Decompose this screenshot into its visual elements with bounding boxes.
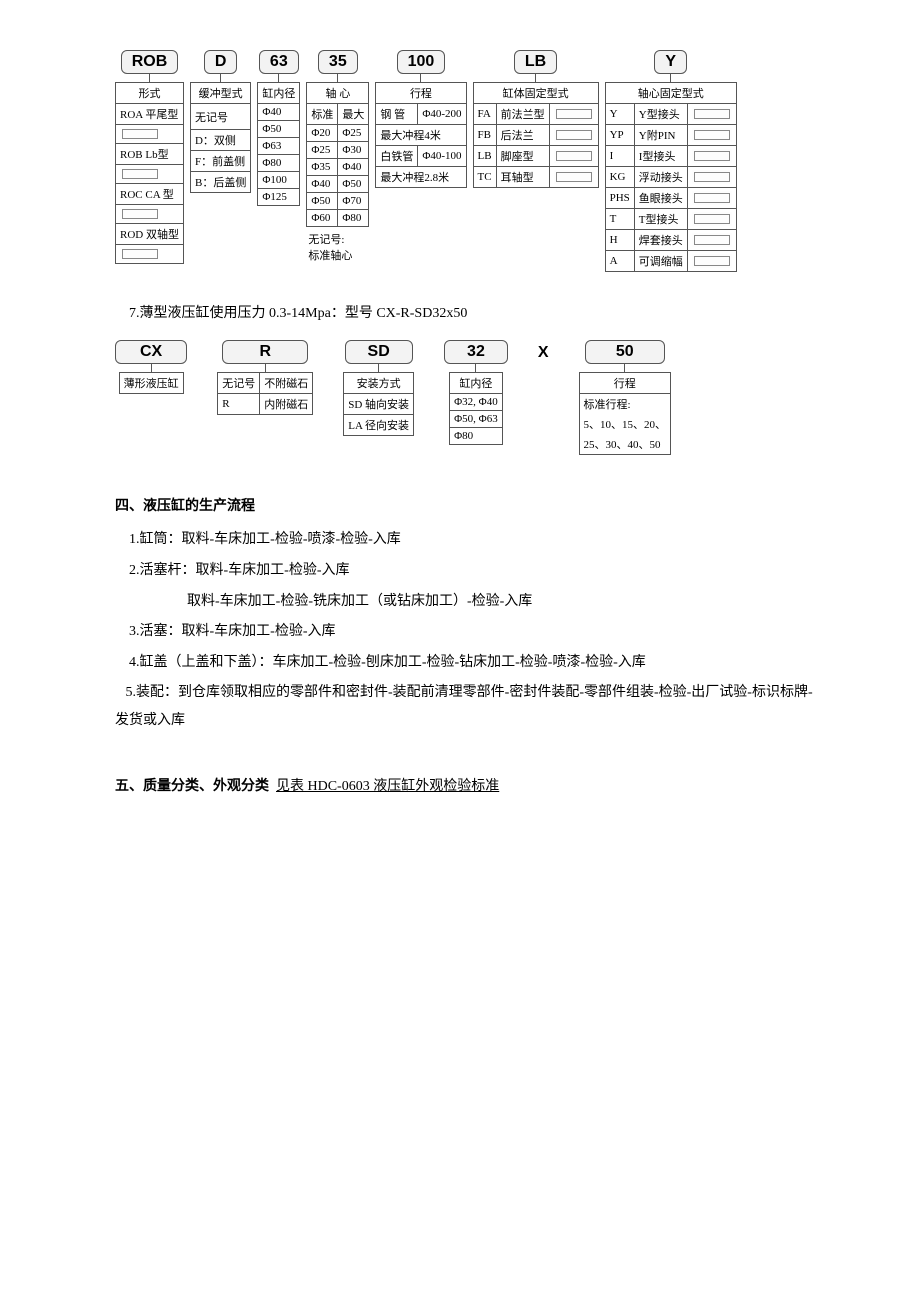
head-32: 32 bbox=[444, 340, 508, 364]
tbl-50: 行程 标准行程: 5、10、15、20、 25、30、40、50 bbox=[579, 372, 672, 455]
b35-footer: 无记号: 标准轴心 bbox=[306, 227, 354, 267]
d-title: 缓冲型式 bbox=[190, 83, 250, 104]
model-diagram-rob: ROB 形式 ROA 平尾型 ROB Lb型 ROC CA 型 ROD 双轴型 … bbox=[115, 50, 820, 272]
rob-r0: ROA 平尾型 bbox=[116, 104, 184, 125]
sec4-p1: 1.缸筒：取料-车床加工-检验-喷漆-检验-入库 bbox=[129, 525, 820, 556]
tbl-cx: 薄形液压缸 bbox=[119, 372, 184, 394]
rob-img1 bbox=[116, 165, 184, 184]
d-r2: F：前盖侧 bbox=[190, 151, 250, 172]
col-63: 63 缸内径 Φ40 Φ50 Φ63 Φ80 Φ100 Φ125 bbox=[257, 50, 300, 206]
head-63: 63 bbox=[259, 50, 299, 74]
b63-r1: Φ50 bbox=[258, 121, 300, 138]
head-lb: LB bbox=[514, 50, 557, 74]
tbl-sd: 安装方式 SD 轴向安装 LA 径向安装 bbox=[343, 372, 414, 436]
rob-r6: ROD 双轴型 bbox=[116, 224, 184, 245]
col-50: 50 行程 标准行程: 5、10、15、20、 25、30、40、50 bbox=[579, 340, 672, 455]
head-r: R bbox=[222, 340, 308, 364]
rob-r4: ROC CA 型 bbox=[116, 184, 184, 205]
sec4-p2: 2.活塞杆：取料-车床加工-检验-入库 bbox=[129, 556, 820, 587]
sec5-title: 五、质量分类、外观分类 bbox=[115, 779, 269, 794]
sec4-title: 四、液压缸的生产流程 bbox=[115, 495, 820, 515]
col-35: 35 轴 心 标准最大 Φ20Φ25 Φ25Φ30 Φ35Φ40 Φ40Φ50 … bbox=[306, 50, 369, 267]
tbl-100: 行程 钢 管Φ40-200 最大冲程4米 白铁管Φ40-100 最大冲程2.8米 bbox=[375, 82, 466, 188]
col-32: 32 缸内径 Φ32, Φ40 Φ50, Φ63 Φ80 bbox=[444, 340, 508, 445]
sec4-p4: 4.缸盖（上盖和下盖）：车床加工-检验-刨床加工-检验-钻床加工-检验-喷漆-检… bbox=[129, 648, 820, 679]
d-r3: B：后盖侧 bbox=[190, 172, 250, 193]
b63-r4: Φ100 bbox=[258, 172, 300, 189]
head-y: Y bbox=[654, 50, 687, 74]
y-title: 轴心固定型式 bbox=[605, 83, 736, 104]
sec4-p5: 5.装配：到仓库领取相应的零部件和密封件-装配前清理零部件-密封件装配-零部件组… bbox=[115, 679, 820, 735]
b63-r3: Φ80 bbox=[258, 155, 300, 172]
tbl-35: 轴 心 标准最大 Φ20Φ25 Φ25Φ30 Φ35Φ40 Φ40Φ50 Φ50… bbox=[306, 82, 369, 227]
head-50: 50 bbox=[585, 340, 665, 364]
head-35: 35 bbox=[318, 50, 358, 74]
col-cx: CX 薄形液压缸 bbox=[115, 340, 187, 394]
tbl-63: 缸内径 Φ40 Φ50 Φ63 Φ80 Φ100 Φ125 bbox=[257, 82, 300, 206]
col-r: R 无记号不附磁石 R内附磁石 bbox=[217, 340, 313, 415]
intro-7: 7.薄型液压缸使用压力 0.3-14Mpa：型号 CX-R-SD32x50 bbox=[129, 302, 820, 322]
sec4-p3: 3.活塞：取料-车床加工-检验-入库 bbox=[129, 617, 820, 648]
head-cx: CX bbox=[115, 340, 187, 364]
col-d: D 缓冲型式 无记号 D：双侧 F：前盖侧 B：后盖侧 bbox=[190, 50, 251, 193]
rob-r2: ROB Lb型 bbox=[116, 144, 184, 165]
rob-img3 bbox=[116, 245, 184, 264]
b63-r0: Φ40 bbox=[258, 104, 300, 121]
d-r0: 无记号 bbox=[190, 104, 250, 130]
tbl-rob: 形式 ROA 平尾型 ROB Lb型 ROC CA 型 ROD 双轴型 bbox=[115, 82, 184, 264]
col-y: Y 轴心固定型式 YY型接头 YPY附PIN II型接头 KG浮动接头 PHS鱼… bbox=[605, 50, 737, 272]
b63-title: 缸内径 bbox=[258, 83, 300, 104]
tbl-d: 缓冲型式 无记号 D：双侧 F：前盖侧 B：后盖侧 bbox=[190, 82, 251, 193]
col-100: 100 行程 钢 管Φ40-200 最大冲程4米 白铁管Φ40-100 最大冲程… bbox=[375, 50, 466, 188]
b35-h1: 最大 bbox=[338, 104, 369, 125]
tbl-y: 轴心固定型式 YY型接头 YPY附PIN II型接头 KG浮动接头 PHS鱼眼接… bbox=[605, 82, 737, 272]
sec4-p2b: 取料-车床加工-检验-铣床加工（或钻床加工）-检验-入库 bbox=[187, 587, 820, 618]
b63-r5: Φ125 bbox=[258, 189, 300, 206]
d-r1: D：双侧 bbox=[190, 130, 250, 151]
col-sd: SD 安装方式 SD 轴向安装 LA 径向安装 bbox=[343, 340, 414, 436]
b63-r2: Φ63 bbox=[258, 138, 300, 155]
tbl-32: 缸内径 Φ32, Φ40 Φ50, Φ63 Φ80 bbox=[449, 372, 503, 445]
model-diagram-cx: CX 薄形液压缸 R 无记号不附磁石 R内附磁石 SD 安装方式 SD 轴向安装… bbox=[115, 340, 820, 455]
sec5-link: 见表 HDC-0603 液压缸外观检验标准 bbox=[276, 779, 499, 794]
b35-title: 轴 心 bbox=[307, 83, 369, 104]
col-rob: ROB 形式 ROA 平尾型 ROB Lb型 ROC CA 型 ROD 双轴型 bbox=[115, 50, 184, 264]
rob-img0 bbox=[116, 125, 184, 144]
col-lb: LB 缸体固定型式 FA前法兰型 FB后法兰 LB脚座型 TC耳轴型 bbox=[473, 50, 599, 188]
sec5: 五、质量分类、外观分类 见表 HDC-0603 液压缸外观检验标准 bbox=[115, 775, 820, 795]
head-rob: ROB bbox=[121, 50, 179, 74]
lb-title: 缸体固定型式 bbox=[473, 83, 598, 104]
tbl-r: 无记号不附磁石 R内附磁石 bbox=[217, 372, 313, 415]
b100-title: 行程 bbox=[376, 83, 466, 104]
rob-img2 bbox=[116, 205, 184, 224]
head-d: D bbox=[204, 50, 238, 74]
x-mark: X bbox=[538, 344, 549, 362]
tbl-lb: 缸体固定型式 FA前法兰型 FB后法兰 LB脚座型 TC耳轴型 bbox=[473, 82, 599, 188]
head-100: 100 bbox=[397, 50, 446, 74]
rob-title: 形式 bbox=[116, 83, 184, 104]
b35-h0: 标准 bbox=[307, 104, 338, 125]
head-sd: SD bbox=[345, 340, 413, 364]
